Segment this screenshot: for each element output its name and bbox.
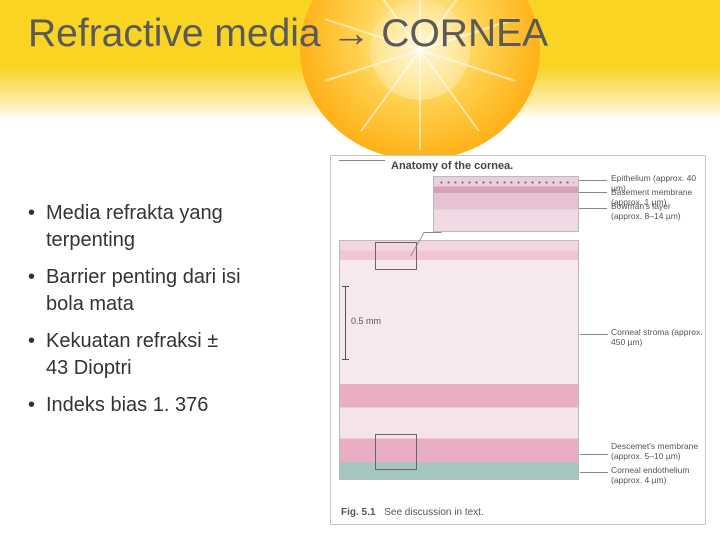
- histology-inset: [433, 176, 579, 232]
- annotation-label: Descemet's membrane (approx. 5–10 µm): [611, 442, 703, 462]
- bullet-item: Indeks bias 1. 376: [24, 392, 324, 419]
- annotation-label: Corneal endothelium (approx. 4 µm): [611, 466, 703, 486]
- leader-line: [579, 180, 607, 181]
- annotation-label: Bowman's layer (approx. 8–14 µm): [611, 202, 703, 222]
- bullet-list: Media refrakta yang terpenting Barrier p…: [24, 200, 324, 419]
- bullet-text: 43 Dioptri: [46, 355, 324, 382]
- inset-marker-bottom: [375, 434, 417, 470]
- figure-caption-text: See discussion in text.: [384, 507, 484, 518]
- bullet-text: Media refrakta yang: [46, 202, 223, 224]
- bullet-text: Barrier penting dari isi: [46, 266, 241, 288]
- epithelium-nuclei: [438, 179, 574, 187]
- leader-line: [580, 454, 608, 455]
- scale-bar: [345, 286, 346, 360]
- leader-line: [579, 192, 607, 193]
- bullet-text: terpenting: [46, 227, 324, 254]
- annotation-label: Corneal stroma (approx. 450 µm): [611, 328, 703, 348]
- figure-title-rule: [339, 160, 385, 161]
- bullet-item: Kekuatan refraksi ± 43 Dioptri: [24, 328, 324, 382]
- bullet-item: Barrier penting dari isi bola mata: [24, 264, 324, 318]
- leader-line: [579, 208, 607, 209]
- inset-marker-top: [375, 242, 417, 270]
- leader-line: [580, 472, 608, 473]
- scale-bar-label: 0.5 mm: [351, 316, 381, 326]
- bullet-text: Kekuatan refraksi ±: [46, 330, 218, 352]
- bullet-item: Media refrakta yang terpenting: [24, 200, 324, 254]
- bullet-content: Media refrakta yang terpenting Barrier p…: [24, 200, 324, 429]
- figure-title: Anatomy of the cornea.: [391, 160, 513, 172]
- figure-number: Fig. 5.1: [341, 507, 375, 518]
- slide-title: Refractive media → CORNEA: [28, 12, 548, 56]
- leader-line: [580, 334, 608, 335]
- bullet-text: Indeks bias 1. 376: [46, 394, 208, 416]
- bullet-text: bola mata: [46, 291, 324, 318]
- anatomy-figure: Anatomy of the cornea. 0.5 mm Epithelium…: [330, 155, 706, 525]
- figure-caption: Fig. 5.1 See discussion in text.: [341, 507, 484, 518]
